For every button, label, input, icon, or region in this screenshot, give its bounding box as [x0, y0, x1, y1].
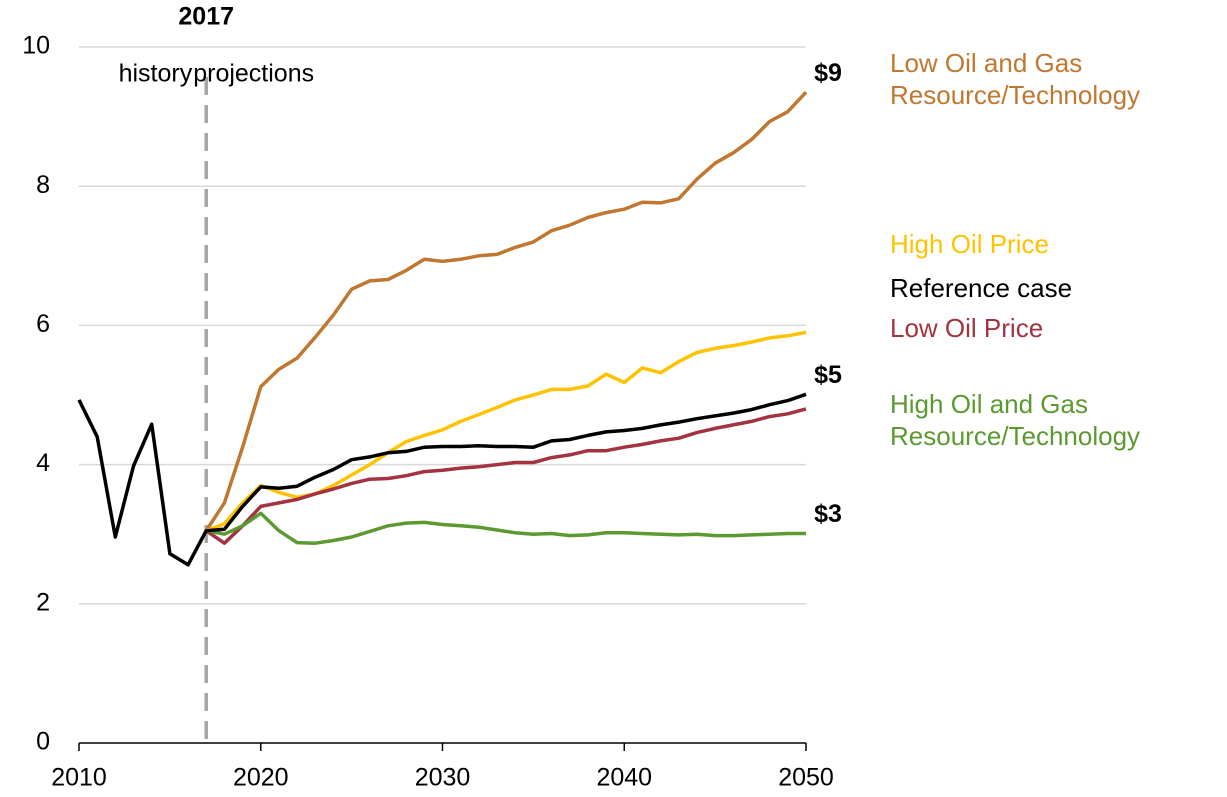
- series-line: [205, 407, 807, 545]
- series-line: [204, 91, 808, 532]
- x-tick-label: 2050: [778, 764, 834, 792]
- y-tick-label: 4: [36, 449, 50, 477]
- x-tick-label: 2030: [415, 764, 471, 792]
- end-label: $3: [814, 500, 842, 528]
- end-label: $9: [814, 59, 842, 87]
- projections-label: projections: [193, 60, 314, 88]
- end-label: $5: [814, 361, 842, 389]
- y-tick-label: 2: [36, 588, 50, 616]
- x-tick-label: 2020: [233, 764, 289, 792]
- series-line: [205, 511, 806, 545]
- legend-entry: Low Oil Price: [890, 313, 1044, 343]
- y-tick-label: 0: [36, 728, 50, 756]
- y-tick-label: 10: [22, 32, 50, 60]
- history-label: history: [119, 60, 193, 88]
- legend-entry: Reference case: [890, 273, 1073, 303]
- x-tick-label: 2010: [51, 764, 107, 792]
- y-tick-label: 6: [36, 310, 50, 338]
- projection-year: 2017: [178, 3, 234, 31]
- x-tick-label: 2040: [596, 764, 652, 792]
- legend-entry: High Oil Price: [890, 229, 1049, 259]
- legend-entry: Low Oil and Gas Resource/Technology: [890, 48, 1141, 110]
- y-tick-label: 8: [36, 171, 50, 199]
- legend-entry: High Oil and Gas Resource/Technology: [890, 389, 1141, 451]
- series-line: [77, 392, 807, 567]
